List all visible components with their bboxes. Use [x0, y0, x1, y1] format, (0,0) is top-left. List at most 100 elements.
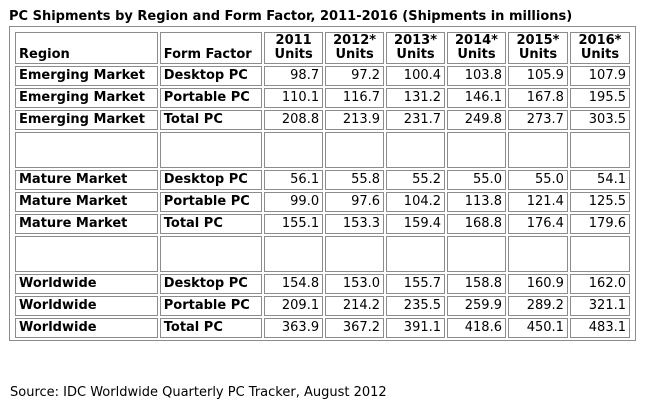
value-cell: 249.8 [447, 110, 506, 130]
header-year-2012: 2012* Units [325, 32, 385, 64]
table-row: Emerging Market Desktop PC 98.7 97.2 100… [15, 66, 630, 86]
empty-cell [15, 236, 158, 272]
value-cell: 168.8 [447, 214, 506, 234]
value-cell: 483.1 [569, 318, 630, 338]
region-cell: Mature Market [15, 192, 158, 212]
value-cell: 97.2 [325, 66, 385, 86]
value-cell: 235.5 [386, 296, 446, 316]
value-cell: 158.8 [447, 274, 506, 294]
header-unit: Units [335, 47, 374, 62]
value-cell: 162.0 [569, 274, 630, 294]
value-cell: 363.9 [264, 318, 324, 338]
source-note: Source: IDC Worldwide Quarterly PC Track… [10, 385, 387, 400]
spacer-row [15, 236, 630, 272]
value-cell: 100.4 [386, 66, 446, 86]
value-cell: 159.4 [386, 214, 446, 234]
value-cell: 160.9 [507, 274, 568, 294]
value-cell: 103.8 [447, 66, 506, 86]
value-cell: 131.2 [386, 88, 446, 108]
value-cell: 97.6 [325, 192, 385, 212]
empty-cell [447, 236, 506, 272]
empty-cell [159, 236, 263, 272]
value-cell: 125.5 [569, 192, 630, 212]
value-cell: 153.0 [325, 274, 385, 294]
region-cell: Mature Market [15, 214, 158, 234]
header-year-2016: 2016* Units [569, 32, 630, 64]
value-cell: 54.1 [569, 170, 630, 190]
value-cell: 176.4 [507, 214, 568, 234]
header-year: 2011 [275, 33, 312, 48]
value-cell: 154.8 [264, 274, 324, 294]
value-cell: 110.1 [264, 88, 324, 108]
value-cell: 155.7 [386, 274, 446, 294]
empty-cell [325, 236, 385, 272]
value-cell: 105.9 [507, 66, 568, 86]
header-year-2015: 2015* Units [507, 32, 568, 64]
value-cell: 208.8 [264, 110, 324, 130]
empty-cell [569, 236, 630, 272]
value-cell: 273.7 [507, 110, 568, 130]
header-year-2011: 2011 Units [264, 32, 324, 64]
value-cell: 289.2 [507, 296, 568, 316]
header-year: 2013* [394, 33, 438, 48]
header-region: Region [15, 32, 158, 64]
header-unit: Units [457, 47, 496, 62]
table-row: Worldwide Total PC 363.9 367.2 391.1 418… [15, 318, 630, 338]
region-cell: Emerging Market [15, 88, 158, 108]
value-cell: 195.5 [569, 88, 630, 108]
value-cell: 56.1 [264, 170, 324, 190]
header-year-2013: 2013* Units [386, 32, 446, 64]
value-cell: 104.2 [386, 192, 446, 212]
value-cell: 321.1 [569, 296, 630, 316]
empty-cell [15, 132, 158, 168]
header-form-factor: Form Factor [159, 32, 263, 64]
empty-cell [386, 236, 446, 272]
form-factor-cell: Portable PC [159, 192, 263, 212]
value-cell: 214.2 [325, 296, 385, 316]
value-cell: 113.8 [447, 192, 506, 212]
empty-cell [386, 132, 446, 168]
table-title: PC Shipments by Region and Form Factor, … [9, 9, 573, 24]
value-cell: 116.7 [325, 88, 385, 108]
table-row: Mature Market Total PC 155.1 153.3 159.4… [15, 214, 630, 234]
header-year: 2016* [578, 33, 622, 48]
value-cell: 209.1 [264, 296, 324, 316]
value-cell: 450.1 [507, 318, 568, 338]
value-cell: 213.9 [325, 110, 385, 130]
empty-cell [264, 132, 324, 168]
value-cell: 55.0 [447, 170, 506, 190]
header-unit: Units [274, 47, 313, 62]
table-row: Mature Market Portable PC 99.0 97.6 104.… [15, 192, 630, 212]
value-cell: 107.9 [569, 66, 630, 86]
value-cell: 99.0 [264, 192, 324, 212]
table-row: Mature Market Desktop PC 56.1 55.8 55.2 … [15, 170, 630, 190]
value-cell: 179.6 [569, 214, 630, 234]
header-year: 2015* [516, 33, 560, 48]
header-year: 2014* [455, 33, 498, 48]
form-factor-cell: Desktop PC [159, 170, 263, 190]
region-cell: Worldwide [15, 296, 158, 316]
value-cell: 303.5 [569, 110, 630, 130]
form-factor-cell: Desktop PC [159, 274, 263, 294]
form-factor-cell: Portable PC [159, 296, 263, 316]
region-cell: Mature Market [15, 170, 158, 190]
empty-cell [325, 132, 385, 168]
form-factor-cell: Total PC [159, 110, 263, 130]
form-factor-cell: Desktop PC [159, 66, 263, 86]
table-row: Worldwide Desktop PC 154.8 153.0 155.7 1… [15, 274, 630, 294]
value-cell: 55.0 [507, 170, 568, 190]
empty-cell [507, 132, 568, 168]
empty-cell [447, 132, 506, 168]
empty-cell [507, 236, 568, 272]
header-unit: Units [580, 47, 620, 62]
region-cell: Emerging Market [15, 110, 158, 130]
header-year-2014: 2014* Units [447, 32, 506, 64]
value-cell: 391.1 [386, 318, 446, 338]
value-cell: 259.9 [447, 296, 506, 316]
table-row: Worldwide Portable PC 209.1 214.2 235.5 … [15, 296, 630, 316]
value-cell: 55.2 [386, 170, 446, 190]
value-cell: 146.1 [447, 88, 506, 108]
value-cell: 167.8 [507, 88, 568, 108]
form-factor-cell: Total PC [159, 318, 263, 338]
shipments-table: Region Form Factor 2011 Units 2012* Units … [13, 30, 632, 340]
